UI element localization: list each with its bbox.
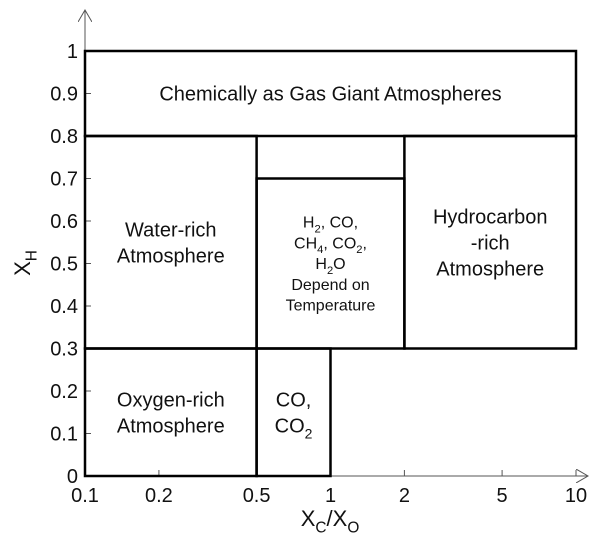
region-label: Depend on [291, 277, 369, 294]
region-label: -rich [471, 232, 510, 254]
text-part: Water-rich [125, 219, 216, 241]
text-part: H [315, 256, 327, 273]
region-label: Atmosphere [436, 258, 544, 280]
region-label: Atmosphere [117, 415, 225, 437]
y-tick-label: 1 [67, 41, 78, 63]
region [255, 177, 406, 350]
y-axis-label: XH [10, 250, 41, 276]
region-label: CO2 [275, 415, 313, 441]
text-part: Hydrocarbon [433, 206, 548, 228]
text-part: , CO, [321, 215, 358, 232]
y-tick-label: 0.1 [50, 424, 78, 446]
region-label: Temperature [286, 298, 376, 315]
x-tick-label: 10 [565, 485, 587, 507]
y-tick-label: 0.2 [50, 381, 78, 403]
y-tick-label: 0.5 [50, 254, 78, 276]
text-part: Depend on [291, 277, 369, 294]
region [83, 49, 578, 138]
y-tick-label: 0.8 [50, 126, 78, 148]
subscript: H [24, 250, 41, 261]
text-part: Temperature [286, 298, 376, 315]
subscript: C [315, 520, 326, 537]
region [255, 347, 332, 478]
text-part: Atmosphere [117, 245, 225, 267]
text-part: X [301, 506, 316, 531]
region-label: H2, CO, [303, 215, 358, 236]
text-part: , CO [323, 235, 356, 252]
subscript: 4 [317, 244, 323, 256]
text-part: Oxygen-rich [117, 389, 225, 411]
region [83, 134, 258, 350]
region-label: CH4, CO2, [294, 235, 367, 256]
text-part: -rich [471, 232, 510, 254]
region [403, 134, 578, 350]
text-part: O [333, 256, 345, 273]
text-part: /X [327, 506, 348, 531]
text-part: H [303, 215, 315, 232]
y-tick-label: 0.7 [50, 169, 78, 191]
x-tick-label: 0.1 [71, 485, 99, 507]
text-part: Chemically as Gas Giant Atmospheres [159, 84, 501, 106]
y-tick-label: 0.6 [50, 211, 78, 233]
x-tick-label: 0.5 [243, 485, 271, 507]
region-label: Water-rich [125, 219, 216, 241]
x-tick-label: 1 [325, 485, 336, 507]
x-tick-label: 5 [497, 485, 508, 507]
subscript: 2 [356, 244, 362, 256]
text-part: CO, [276, 389, 312, 411]
text-part: Atmosphere [436, 258, 544, 280]
subscript: 2 [314, 223, 320, 235]
region-label: CO, [276, 389, 312, 411]
text-part: CH [294, 235, 317, 252]
x-tick-label: 0.2 [145, 485, 173, 507]
text-part: , [363, 235, 367, 252]
region [83, 347, 258, 478]
subscript: O [347, 520, 359, 537]
region-label: Atmosphere [117, 245, 225, 267]
text-part: Atmosphere [117, 415, 225, 437]
subscript: 2 [305, 425, 313, 441]
region-label: Oxygen-rich [117, 389, 225, 411]
region-label: H2O [315, 256, 345, 277]
x-tick-label: 2 [399, 485, 410, 507]
text-part: X [10, 261, 35, 276]
y-tick-label: 0.4 [50, 296, 78, 318]
subscript: 2 [327, 265, 333, 277]
y-tick-label: 0.3 [50, 339, 78, 361]
y-tick-label: 0.9 [50, 84, 78, 106]
y-tick-label: 0 [67, 466, 78, 488]
text-part: CO [275, 415, 305, 437]
region-label: Chemically as Gas Giant Atmospheres [159, 84, 501, 106]
x-axis-label: XC/XO [301, 506, 360, 537]
region-label: Hydrocarbon [433, 206, 548, 228]
